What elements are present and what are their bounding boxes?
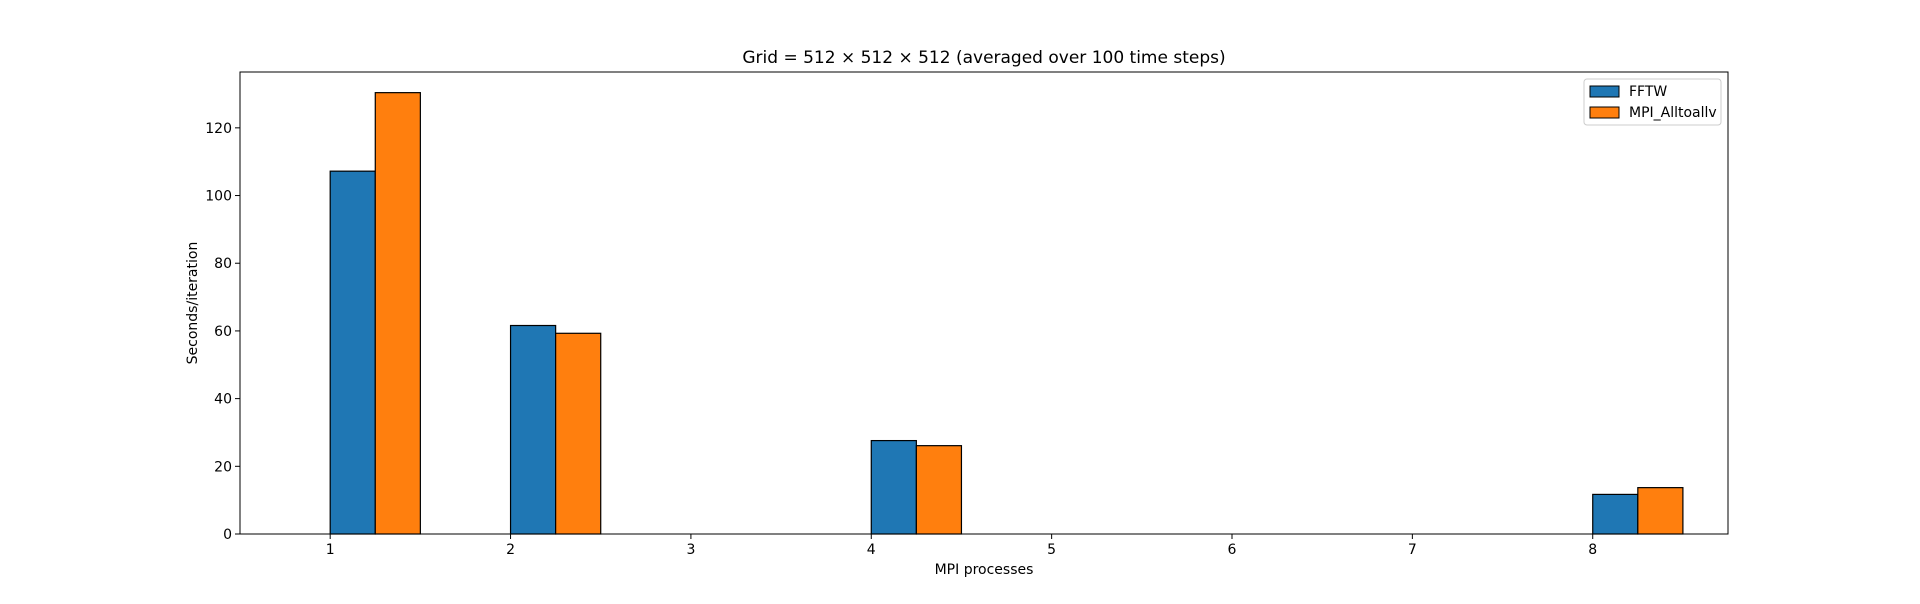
- bar-fftw-1: [329, 170, 376, 535]
- y-tick-label-60: 60: [214, 324, 232, 340]
- x-tick-label-4: 4: [867, 542, 876, 558]
- bar-mpi-alltoallv-4: [915, 445, 963, 535]
- y-axis-label: Seconds/iteration: [185, 242, 201, 365]
- y-axis: 0 20 40 60 80 100 120: [205, 121, 240, 543]
- legend-swatch-mpi-alltoallv: [1589, 106, 1620, 119]
- x-tick-label-7: 7: [1408, 542, 1417, 558]
- y-tick-label-120: 120: [205, 121, 232, 137]
- bars-layer: [329, 92, 1684, 535]
- bar-fftw-4: [870, 439, 917, 535]
- x-axis-label: MPI processes: [935, 562, 1034, 578]
- bar-mpi-alltoallv-1: [374, 92, 421, 535]
- legend: FFTW MPI_Alltoallv: [1583, 78, 1722, 126]
- x-tick-label-1: 1: [326, 542, 335, 558]
- bar-fftw-2: [509, 324, 557, 535]
- y-tick-label-20: 20: [214, 459, 232, 475]
- y-tick-label-100: 100: [205, 189, 232, 205]
- y-tick-label-80: 80: [214, 256, 232, 272]
- x-tick-label-5: 5: [1047, 542, 1056, 558]
- legend-label-fftw: FFTW: [1629, 84, 1667, 100]
- chart-title: Grid = 512 × 512 × 512 (averaged over 10…: [742, 48, 1225, 68]
- plot-frame: [239, 71, 1729, 535]
- bar-mpi-alltoallv-8: [1637, 487, 1684, 535]
- y-tick-label-40: 40: [214, 392, 232, 408]
- x-tick-label-3: 3: [686, 542, 695, 558]
- legend-label-mpi-alltoallv: MPI_Alltoallv: [1629, 105, 1717, 121]
- x-axis: 1 2 3 4 5 6 7 8: [326, 534, 1597, 558]
- x-tick-label-6: 6: [1228, 542, 1237, 558]
- y-tick-label-0: 0: [223, 527, 232, 543]
- x-tick-label-8: 8: [1588, 542, 1597, 558]
- x-tick-label-2: 2: [506, 542, 515, 558]
- bar-mpi-alltoallv-2: [555, 332, 602, 535]
- bar-fftw-8: [1592, 493, 1639, 535]
- legend-swatch-fftw: [1589, 85, 1620, 98]
